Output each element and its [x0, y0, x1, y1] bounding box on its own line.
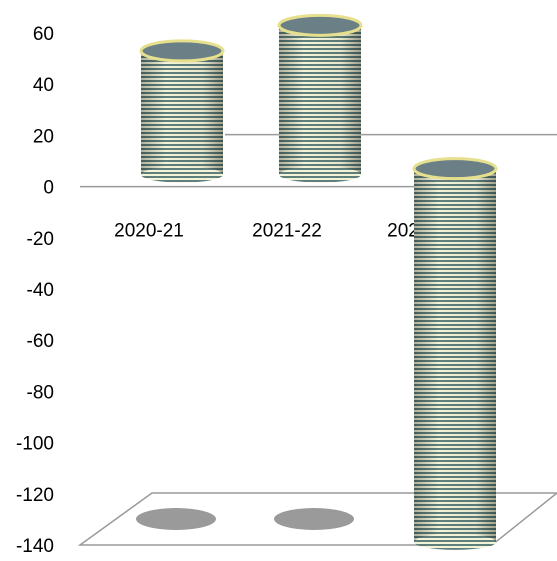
bar-shading [279, 25, 361, 175]
y-tick-label: -80 [27, 382, 54, 403]
y-tick-label: -20 [27, 229, 54, 250]
y-tick-label: 0 [43, 178, 54, 199]
floor-plane [77, 492, 557, 546]
y-tick-label: 40 [33, 75, 54, 96]
y-tick-label: -140 [16, 536, 54, 557]
bar-top-cap [277, 13, 363, 37]
bar-shading [141, 50, 223, 175]
bar-2020-21 [139, 39, 225, 183]
y-tick-label: 60 [33, 24, 54, 45]
bar-top-cap [412, 157, 498, 181]
bar-bottom-cap [141, 166, 223, 183]
bar-2022-23 [412, 157, 498, 550]
category-label: 2020-21 [114, 221, 184, 242]
bar-bottom-cap [279, 166, 361, 183]
y-tick-label: -60 [27, 331, 54, 352]
bar-bottom-cap [414, 533, 496, 550]
bars [139, 13, 498, 550]
y-tick-label: -40 [27, 280, 54, 301]
y-axis: 60 40 20 0 -20 -40 -60 -80 -100 -120 -140 [16, 24, 54, 557]
bar-shadow [136, 508, 216, 530]
y-tick-label: -120 [16, 485, 54, 506]
chart-floor [77, 492, 557, 546]
bar-shadow [274, 508, 354, 530]
bar-shading [414, 168, 496, 542]
bar-2021-22 [277, 13, 363, 183]
category-label: 2021-22 [252, 221, 322, 242]
y-tick-label: -100 [16, 434, 54, 455]
bar-shadows [136, 508, 354, 530]
y-tick-label: 20 [33, 126, 54, 147]
bar-top-cap [139, 39, 225, 63]
